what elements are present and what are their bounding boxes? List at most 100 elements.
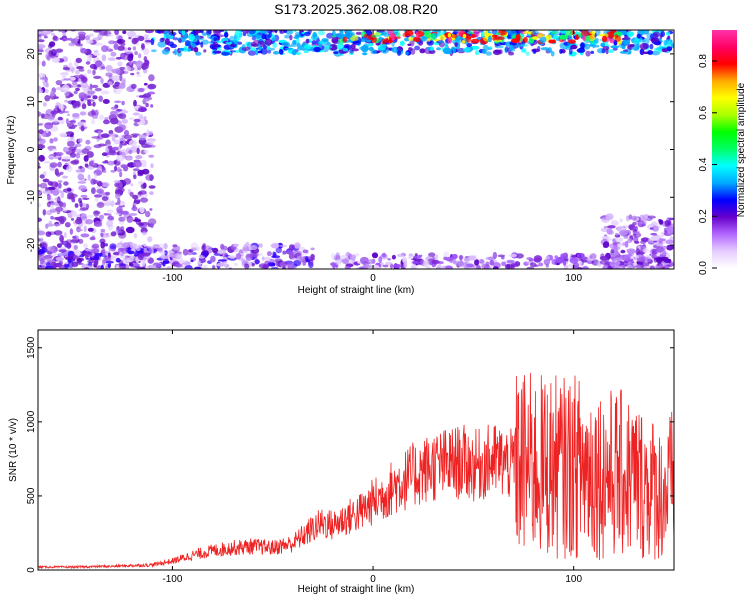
spectrogram-cell <box>491 34 498 38</box>
spectrogram-cell <box>128 139 137 146</box>
spectrogram-cell <box>653 257 658 263</box>
spectrogram-cell <box>548 39 555 44</box>
spectrogram-cell <box>382 264 389 268</box>
spectrogram-cell <box>69 228 74 235</box>
spectrogram-cell <box>545 263 549 268</box>
spectrogram-cell <box>187 47 191 52</box>
spectrogram-cell <box>150 222 154 229</box>
spectrogram-cell <box>569 47 573 55</box>
spectrogram-cell <box>75 152 81 159</box>
spectrogram-cell <box>38 166 41 169</box>
spectrogram-cell <box>102 259 106 266</box>
spectrogram-cell <box>405 51 409 56</box>
spectrogram-cell <box>254 49 259 56</box>
spectrogram-cell <box>305 38 310 44</box>
spectrogram-cell <box>213 30 222 34</box>
spectrogram-cell <box>434 254 439 260</box>
spectrogram-cell <box>101 45 109 53</box>
spectrogram-cell <box>289 34 293 41</box>
spectrogram-cell <box>78 92 87 99</box>
spectrogram-cell <box>120 110 129 114</box>
spectrogram-cell <box>521 48 527 53</box>
spectrogram-cell <box>194 266 202 269</box>
spectrogram-cell <box>200 259 207 263</box>
spectrogram-cell <box>65 118 69 125</box>
spectrogram-cell <box>201 39 209 45</box>
spectrogram-cell <box>57 182 62 189</box>
spectrogram-cell <box>250 252 259 257</box>
spectrogram-x-tick-label: 0 <box>370 273 376 284</box>
spectrogram-cell <box>265 38 273 46</box>
spectrogram-cell <box>78 185 87 191</box>
spectrogram-cell <box>638 39 646 42</box>
spectrogram-cell <box>115 264 120 269</box>
spectrogram-cell <box>124 65 131 72</box>
spectrogram-cell <box>128 36 132 40</box>
spectrogram-cell <box>145 39 152 43</box>
spectrogram-cell <box>620 249 626 254</box>
spectrogram-cell <box>378 256 383 264</box>
spectrogram-cell <box>261 33 267 40</box>
spectrogram-cell <box>197 260 202 267</box>
spectrogram-cell <box>114 90 121 95</box>
spectrogram-cell <box>51 49 57 56</box>
spectrogram-cell <box>292 39 297 45</box>
spectrogram-cell <box>578 254 582 261</box>
spectrogram-cell <box>39 174 45 179</box>
spectrogram-cell <box>111 137 116 142</box>
spectrogram-cell <box>342 47 349 52</box>
spectrogram-cell <box>615 266 623 269</box>
spectrogram-cell <box>117 198 121 205</box>
spectrogram-cell <box>148 74 155 82</box>
spectrogram-cell <box>43 102 47 107</box>
spectrogram-cell <box>48 145 53 152</box>
spectrogram-cell <box>221 51 231 56</box>
spectrogram-cell <box>100 232 104 238</box>
spectrogram-cell <box>116 242 122 250</box>
spectrogram-cell <box>310 247 315 251</box>
spectrogram-cell <box>663 259 672 263</box>
spectrogram-cell <box>147 236 153 243</box>
spectrogram-cell <box>125 226 135 234</box>
spectrogram-cell <box>610 220 619 226</box>
spectrogram-cell <box>482 44 489 52</box>
spectrogram-cell <box>149 208 153 211</box>
spectrogram-cell <box>52 265 57 269</box>
spectrogram-cell <box>38 73 46 78</box>
spectrogram-cell <box>181 30 186 36</box>
spectrogram-cell <box>105 65 113 72</box>
spectrogram-cell <box>515 33 521 41</box>
spectrogram-cell <box>78 121 87 128</box>
spectrogram-cell <box>108 213 112 218</box>
spectrogram-cell <box>130 183 134 187</box>
spectrogram-cell <box>591 30 596 37</box>
snr-panel: -100 0 100 0 500 1000 1500 Height of straight… <box>8 329 675 595</box>
spectrogram-cell <box>585 36 591 42</box>
spectrogram-cell <box>467 255 476 261</box>
spectrogram-cell <box>604 258 610 263</box>
spectrogram-cell <box>73 245 78 250</box>
spectrogram-cell <box>212 265 216 269</box>
spectrogram-cell <box>580 42 585 50</box>
spectrogram-cell <box>608 49 614 53</box>
spectrogram-cell <box>498 49 503 55</box>
spectrogram-cell <box>76 229 83 232</box>
spectrogram-cell <box>98 114 104 121</box>
spectrogram-cell <box>117 247 124 253</box>
spectrogram-cell <box>38 191 42 195</box>
spectrogram-cell <box>633 46 640 51</box>
spectrogram-cell <box>506 259 515 264</box>
spectrogram-cell <box>93 52 101 56</box>
spectrogram-cell <box>179 47 185 52</box>
spectrogram-cell <box>601 35 608 43</box>
spectrogram-cell <box>571 255 578 258</box>
spectrogram-cell <box>610 263 617 267</box>
spectrogram-cell <box>54 197 61 202</box>
spectrogram-cell <box>62 75 66 79</box>
spectrogram-cell <box>663 39 668 46</box>
spectrogram-cell <box>65 131 75 137</box>
spectrogram-cell <box>443 42 449 46</box>
spectrogram-cell <box>270 266 279 269</box>
spectrogram-cell <box>147 83 157 90</box>
spectrogram-cell <box>137 53 142 59</box>
